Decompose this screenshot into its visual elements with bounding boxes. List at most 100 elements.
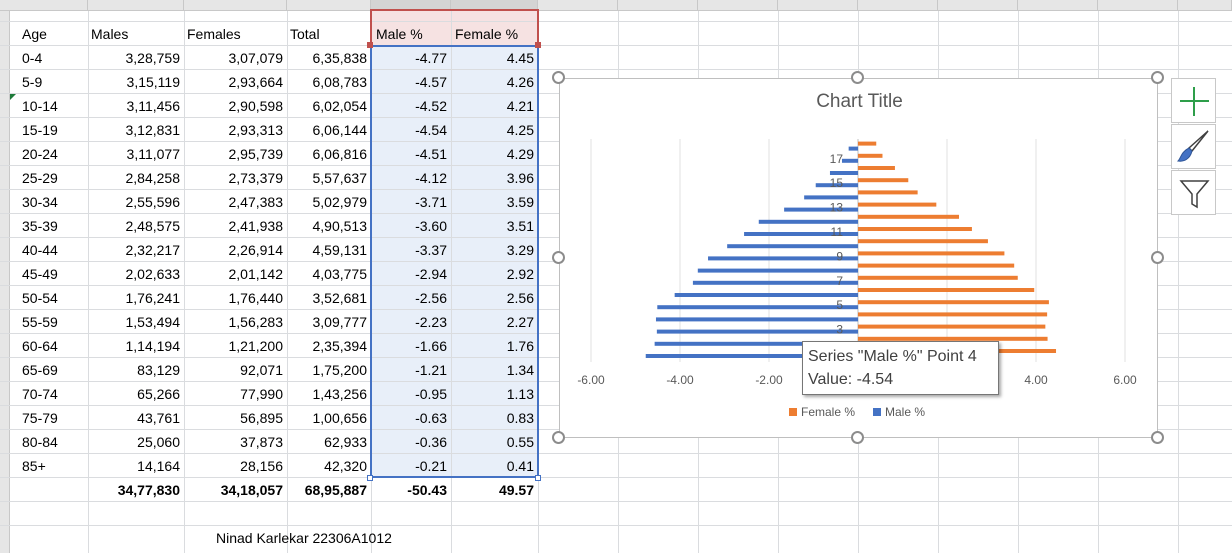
cell-age[interactable]: 30-34 (22, 194, 58, 210)
cell-age[interactable]: 85+ (22, 458, 46, 474)
cell-females[interactable]: 1,56,283 (228, 314, 284, 330)
cell-total[interactable]: 6,35,838 (312, 50, 368, 66)
column-header-g[interactable] (538, 0, 618, 11)
cell-total[interactable]: 6,08,783 (312, 74, 368, 90)
cell-age[interactable]: 15-19 (22, 122, 58, 138)
cell-females[interactable]: 1,21,200 (228, 338, 284, 354)
cell-male-pct[interactable]: -1.66 (415, 338, 447, 354)
cell-males[interactable]: 14,164 (137, 458, 180, 474)
cell-female-pct[interactable]: 1.13 (506, 386, 534, 402)
cell-females[interactable]: 2,95,739 (228, 146, 284, 162)
cell-female-pct[interactable]: 0.41 (506, 458, 534, 474)
column-header-bar[interactable] (0, 0, 1232, 11)
cell-age[interactable]: 5-9 (22, 74, 43, 90)
total-males[interactable]: 34,77,830 (117, 482, 180, 498)
cell-females[interactable]: 28,156 (240, 458, 283, 474)
cell-total[interactable]: 1,43,256 (312, 386, 368, 402)
cell-female-pct[interactable]: 4.45 (506, 50, 534, 66)
total-females[interactable]: 34,18,057 (220, 482, 283, 498)
cell-total[interactable]: 4,59,131 (312, 242, 368, 258)
cell-age[interactable]: 80-84 (22, 434, 58, 450)
cell-male-pct[interactable]: -4.52 (415, 98, 447, 114)
chart-title[interactable]: Chart Title (816, 91, 903, 112)
series-values-range-border[interactable] (370, 45, 539, 478)
cell-males[interactable]: 25,060 (137, 434, 180, 450)
row-header-bar[interactable] (0, 11, 10, 553)
header-male-pct[interactable]: Male % (376, 26, 423, 42)
chart-resize-handle[interactable] (552, 251, 565, 264)
cell-males[interactable]: 2,02,633 (125, 266, 181, 282)
cell-males[interactable]: 2,84,258 (125, 170, 181, 186)
cell-female-pct[interactable]: 0.83 (506, 410, 534, 426)
cell-males[interactable]: 43,761 (137, 410, 180, 426)
chart-styles-button[interactable] (1171, 124, 1216, 169)
cell-female-pct[interactable]: 4.25 (506, 122, 534, 138)
column-header-j[interactable] (778, 0, 858, 11)
cell-total[interactable]: 2,35,394 (312, 338, 368, 354)
cell-male-pct[interactable]: -4.77 (415, 50, 447, 66)
cell-male-pct[interactable]: -2.23 (415, 314, 447, 330)
cell-male-pct[interactable]: -4.51 (415, 146, 447, 162)
column-header-n[interactable] (1098, 0, 1178, 11)
cell-age[interactable]: 10-14 (22, 98, 58, 114)
cell-female-pct[interactable]: 2.92 (506, 266, 534, 282)
column-header-c[interactable] (184, 0, 287, 11)
cell-females[interactable]: 2,01,142 (228, 266, 284, 282)
cell-age[interactable]: 0-4 (22, 50, 43, 66)
total-female-pct[interactable]: 49.57 (498, 482, 534, 498)
error-indicator-icon[interactable] (10, 94, 16, 100)
cell-female-pct[interactable]: 2.56 (506, 290, 534, 306)
cell-total[interactable]: 42,320 (324, 458, 367, 474)
cell-female-pct[interactable]: 3.29 (506, 242, 534, 258)
column-header-e[interactable] (371, 0, 451, 11)
range-handle[interactable] (367, 42, 373, 48)
cell-males[interactable]: 3,11,077 (126, 146, 180, 162)
column-header-b[interactable] (88, 0, 184, 11)
cell-male-pct[interactable]: -0.95 (415, 386, 447, 402)
cell-males[interactable]: 83,129 (137, 362, 180, 378)
cell-male-pct[interactable]: -3.37 (415, 242, 447, 258)
cell-total[interactable]: 1,75,200 (312, 362, 368, 378)
column-header-k[interactable] (858, 0, 938, 11)
cell-females[interactable]: 2,93,313 (228, 122, 284, 138)
cell-males[interactable]: 2,32,217 (125, 242, 181, 258)
column-header-i[interactable] (698, 0, 778, 11)
cell-female-pct[interactable]: 2.27 (506, 314, 534, 330)
cell-males[interactable]: 3,28,759 (125, 50, 181, 66)
cell-females[interactable]: 2,93,664 (228, 74, 284, 90)
cell-age[interactable]: 35-39 (22, 218, 58, 234)
cell-total[interactable]: 5,57,637 (312, 170, 368, 186)
cell-females[interactable]: 37,873 (240, 434, 283, 450)
cell-male-pct[interactable]: -4.54 (415, 122, 447, 138)
cell-females[interactable]: 2,73,379 (228, 170, 284, 186)
cell-age[interactable]: 55-59 (22, 314, 58, 330)
cell-age[interactable]: 50-54 (22, 290, 58, 306)
total-population[interactable]: 68,95,887 (304, 482, 367, 498)
cell-female-pct[interactable]: 4.21 (506, 98, 534, 114)
column-header-a[interactable] (0, 0, 88, 11)
chart-resize-handle[interactable] (1151, 251, 1164, 264)
chart-resize-handle[interactable] (1151, 71, 1164, 84)
cell-female-pct[interactable]: 0.55 (506, 434, 534, 450)
cell-female-pct[interactable]: 3.51 (506, 218, 534, 234)
cell-age[interactable]: 45-49 (22, 266, 58, 282)
cell-males[interactable]: 1,53,494 (125, 314, 181, 330)
range-handle[interactable] (535, 42, 541, 48)
column-header-l[interactable] (938, 0, 1018, 11)
cell-female-pct[interactable]: 3.59 (506, 194, 534, 210)
cell-male-pct[interactable]: -0.36 (415, 434, 447, 450)
cell-females[interactable]: 1,76,440 (228, 290, 284, 306)
cell-male-pct[interactable]: -4.57 (415, 74, 447, 90)
cell-age[interactable]: 65-69 (22, 362, 58, 378)
cell-females[interactable]: 2,41,938 (228, 218, 284, 234)
cell-age[interactable]: 25-29 (22, 170, 58, 186)
cell-males[interactable]: 1,76,241 (125, 290, 181, 306)
chart-filters-button[interactable] (1171, 170, 1216, 215)
cell-male-pct[interactable]: -2.56 (415, 290, 447, 306)
cell-males[interactable]: 2,55,596 (125, 194, 181, 210)
cell-total[interactable]: 3,52,681 (312, 290, 368, 306)
cell-females[interactable]: 2,26,914 (228, 242, 284, 258)
column-header-h[interactable] (618, 0, 698, 11)
column-header-o[interactable] (1178, 0, 1232, 11)
cell-females[interactable]: 77,990 (240, 386, 283, 402)
